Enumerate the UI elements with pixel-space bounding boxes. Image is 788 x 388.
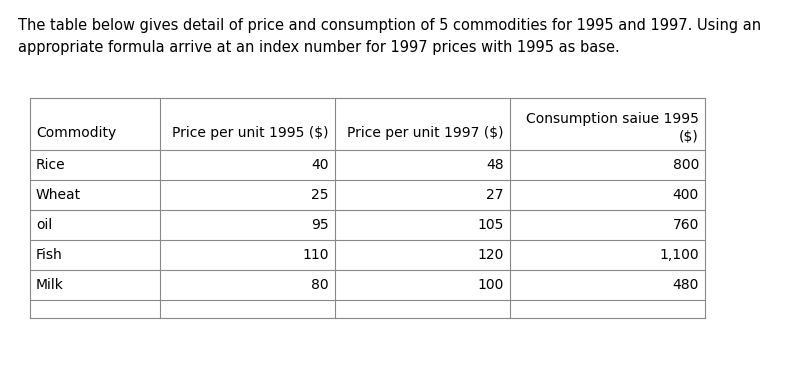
Text: 95: 95 xyxy=(311,218,329,232)
Text: 25: 25 xyxy=(311,188,329,202)
Text: 480: 480 xyxy=(673,278,699,292)
Text: 120: 120 xyxy=(478,248,504,262)
Text: 110: 110 xyxy=(303,248,329,262)
Text: 48: 48 xyxy=(486,158,504,172)
Text: 80: 80 xyxy=(311,278,329,292)
Text: 1,100: 1,100 xyxy=(660,248,699,262)
Text: 40: 40 xyxy=(311,158,329,172)
Text: appropriate formula arrive at an index number for 1997 prices with 1995 as base.: appropriate formula arrive at an index n… xyxy=(18,40,619,55)
Text: Price per unit 1997 ($): Price per unit 1997 ($) xyxy=(348,126,504,140)
Text: Wheat: Wheat xyxy=(36,188,81,202)
Text: 800: 800 xyxy=(673,158,699,172)
Text: The table below gives detail of price and consumption of 5 commodities for 1995 : The table below gives detail of price an… xyxy=(18,18,761,33)
Text: ($): ($) xyxy=(679,130,699,144)
Text: Milk: Milk xyxy=(36,278,64,292)
Text: 400: 400 xyxy=(673,188,699,202)
Text: 105: 105 xyxy=(478,218,504,232)
Text: 760: 760 xyxy=(673,218,699,232)
Text: Fish: Fish xyxy=(36,248,63,262)
Text: Rice: Rice xyxy=(36,158,65,172)
Text: Price per unit 1995 ($): Price per unit 1995 ($) xyxy=(173,126,329,140)
Text: Commodity: Commodity xyxy=(36,126,117,140)
Text: 27: 27 xyxy=(486,188,504,202)
Text: 100: 100 xyxy=(478,278,504,292)
Text: Consumption saiue 1995: Consumption saiue 1995 xyxy=(526,112,699,126)
Text: oil: oil xyxy=(36,218,52,232)
